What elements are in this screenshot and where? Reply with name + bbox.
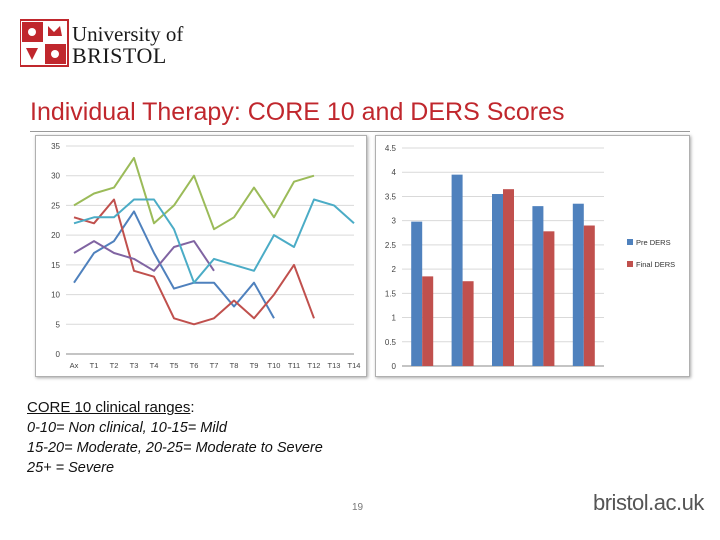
bar-pre-1 xyxy=(411,221,423,366)
legend-swatch-1 xyxy=(627,239,633,245)
ranges-heading-text: CORE 10 clinical ranges xyxy=(27,399,191,416)
series-line-2 xyxy=(73,198,315,326)
bar-final-2 xyxy=(462,281,474,366)
x-tick-label: T11 xyxy=(288,361,300,370)
x-tick-label: T2 xyxy=(110,361,119,370)
y-tick-label: 0 xyxy=(56,350,61,359)
x-tick-label: T8 xyxy=(230,361,239,370)
x-tick-label: T10 xyxy=(268,361,281,370)
y-tick-label: 4 xyxy=(392,168,397,177)
y-tick-label: 20 xyxy=(51,231,60,240)
ranges-line-1: 0-10= Non clinical, 10-15= Mild xyxy=(27,420,227,436)
y-tick-label: 1 xyxy=(392,314,397,323)
bar-pre-2 xyxy=(451,174,463,366)
y-tick-label: 0 xyxy=(392,362,397,371)
university-crest-logo xyxy=(20,19,69,67)
x-tick-label: T1 xyxy=(90,361,99,370)
x-tick-label: T7 xyxy=(210,361,219,370)
series-line-4 xyxy=(73,240,215,272)
series-line-5 xyxy=(73,198,355,284)
x-tick-label: T3 xyxy=(130,361,139,370)
bar-final-1 xyxy=(422,276,434,366)
x-tick-label: T5 xyxy=(170,361,179,370)
y-tick-label: 10 xyxy=(51,291,60,300)
university-name-line2: BRISTOL xyxy=(72,43,167,68)
bar-final-5 xyxy=(583,225,595,366)
core10-line-chart: 0 5 10 15 20 25 30 35 Ax T1 T2 T3 T4 T5 T6 T7 T8 T9 T10 T11… xyxy=(35,135,367,377)
y-tick-label: 3 xyxy=(392,217,397,226)
series-line-1 xyxy=(73,210,275,319)
bar-pre-4 xyxy=(532,206,544,366)
y-tick-label: 2 xyxy=(392,265,397,274)
y-tick-label: 2.5 xyxy=(385,241,397,250)
core10-line-chart-svg: 0 5 10 15 20 25 30 35 Ax T1 T2 T3 T4 T5 T6 T7 T8 T9 T10 T11… xyxy=(51,142,361,370)
y-tick-label: 5 xyxy=(56,320,61,329)
page-number: 19 xyxy=(352,502,364,513)
y-tick-label: 3.5 xyxy=(385,192,397,201)
ders-bar-chart-svg: 0 0.5 1 1.5 2 2.5 3 3.5 4 4.5 Pre DERS Final DERS xyxy=(385,144,675,371)
y-tick-label: 4.5 xyxy=(385,144,397,153)
x-tick-label: T12 xyxy=(308,361,321,370)
y-tick-label: 25 xyxy=(51,201,60,210)
ranges-line-2: 15-20= Moderate, 20-25= Moderate to Seve… xyxy=(27,440,323,456)
y-tick-label: 15 xyxy=(51,261,60,270)
title-divider xyxy=(30,131,690,132)
y-tick-label: 1.5 xyxy=(385,289,397,298)
y-tick-label: 35 xyxy=(51,142,60,151)
bar-pre-3 xyxy=(492,194,503,366)
legend-label-1: Pre DERS xyxy=(636,238,671,247)
ranges-line-3: 25+ = Severe xyxy=(27,460,115,476)
bar-pre-5 xyxy=(572,203,584,366)
legend-label-2: Final DERS xyxy=(636,260,675,269)
ders-bar-chart: 0 0.5 1 1.5 2 2.5 3 3.5 4 4.5 Pre DERS Final DERS xyxy=(375,135,690,377)
clinical-ranges: CORE 10 clinical ranges: 0-10= Non clini… xyxy=(27,398,323,478)
x-tick-label: Ax xyxy=(70,361,79,370)
ranges-heading-colon: : xyxy=(190,399,195,416)
x-tick-label: T13 xyxy=(328,361,341,370)
x-tick-label: T4 xyxy=(150,361,159,370)
footer-url: bristol.ac.uk xyxy=(593,490,704,515)
slide-title: Individual Therapy: CORE 10 and DERS Sco… xyxy=(30,98,565,126)
x-tick-label: T14 xyxy=(348,361,361,370)
bar-final-4 xyxy=(543,231,555,366)
ranges-heading: CORE 10 clinical ranges: xyxy=(27,398,323,418)
y-tick-label: 0.5 xyxy=(385,338,397,347)
y-tick-label: 30 xyxy=(51,172,60,181)
legend-swatch-2 xyxy=(627,261,633,267)
x-tick-label: T6 xyxy=(190,361,199,370)
bar-final-3 xyxy=(503,189,514,366)
series-line-3 xyxy=(73,156,315,231)
university-name-line1: University of xyxy=(72,22,184,46)
x-tick-label: T9 xyxy=(250,361,259,370)
